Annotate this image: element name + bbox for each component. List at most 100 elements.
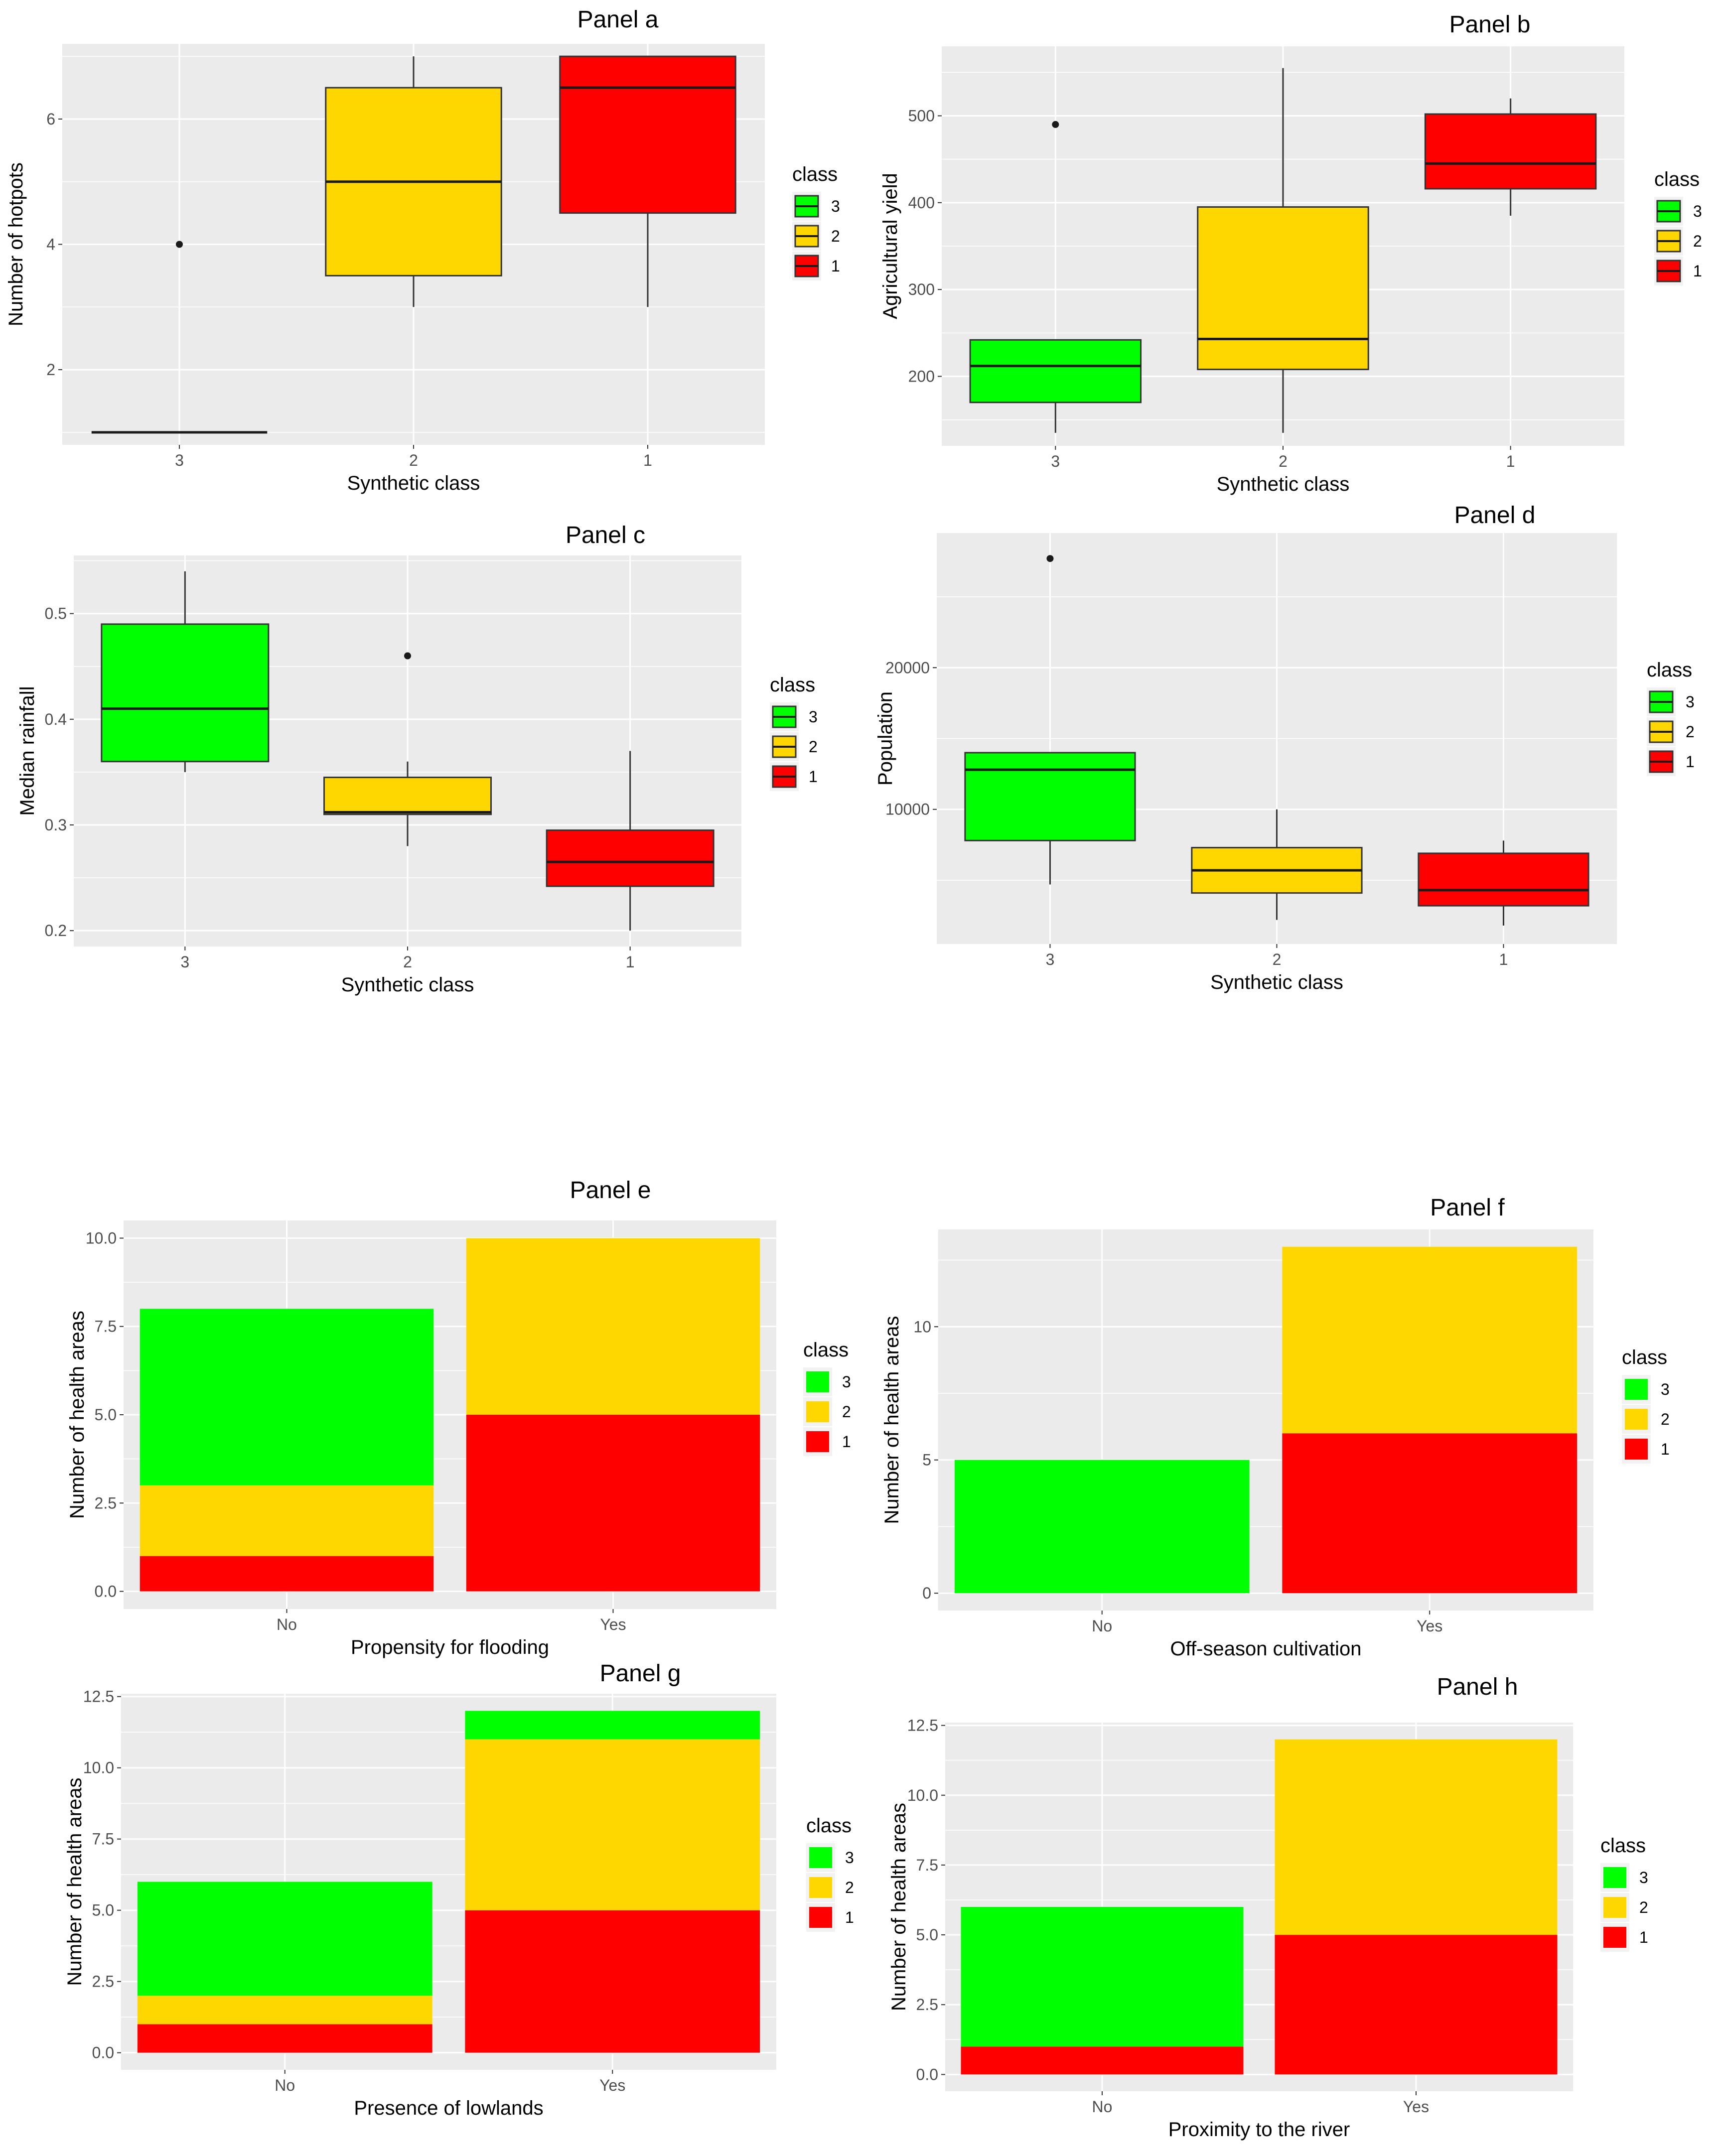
bar-no-class-2 — [137, 1996, 432, 2024]
x-axis-title: Presence of lowlands — [354, 2097, 543, 2119]
bar-no-class-3 — [954, 1460, 1250, 1594]
x-tick-label: 2 — [403, 953, 412, 971]
box-body — [964, 752, 1136, 841]
legend-label-class-1: 1 — [842, 1433, 851, 1451]
y-tick-label: 7.5 — [92, 1830, 114, 1848]
panel-title: Panel e — [570, 1177, 651, 1204]
bar-yes-class-2 — [1275, 1739, 1558, 1935]
x-axis-title: Proximity to the river — [1168, 2119, 1350, 2141]
y-tick-label: 400 — [908, 194, 935, 212]
y-tick-label: 5.0 — [95, 1406, 117, 1424]
legend-label-class-1: 1 — [1639, 1928, 1648, 1946]
panel-title: Panel g — [600, 1660, 681, 1687]
legend-a: class 3 2 1 — [792, 163, 840, 280]
legend-title: class — [1647, 659, 1692, 681]
y-tick-label: 0.0 — [92, 2044, 114, 2062]
y-tick-label: 7.5 — [95, 1318, 117, 1336]
box-class-3 — [964, 555, 1136, 885]
box-outlier — [1046, 555, 1054, 562]
panel-e: 0.0 2.5 5.0 7.5 10.0 No Yes Propensity for floo… — [66, 1177, 851, 1658]
x-tick-label: 2 — [1279, 452, 1288, 470]
box-body — [101, 623, 270, 763]
panel-h: 0.0 2.5 5.0 7.5 10.0 12.5 No Yes Proximity to th… — [888, 1674, 1648, 2141]
y-axis-title: Number of health areas — [881, 1316, 903, 1524]
legend-swatch-class-1 — [809, 1907, 832, 1928]
bar-yes-class-1 — [1282, 1433, 1577, 1594]
bar-no-class-3 — [137, 1882, 432, 1996]
legend-label-class-3: 3 — [831, 197, 840, 215]
y-tick-label: 2.5 — [916, 1996, 938, 2014]
legend-e: class 3 2 1 — [803, 1339, 851, 1456]
x-axis-title: Off-season cultivation — [1170, 1638, 1362, 1660]
x-tick-label: 1 — [626, 953, 635, 971]
legend-title: class — [1622, 1347, 1667, 1368]
bar-no-class-3 — [961, 1907, 1244, 2047]
y-axis-title: Median rainfall — [16, 686, 38, 815]
legend-swatch-class-1 — [1625, 1439, 1648, 1460]
y-tick-label: 2.5 — [95, 1494, 117, 1512]
legend-title: class — [1600, 1835, 1646, 1857]
panel-a: 2 4 6 3 2 1 Synthetic class Number of hotpots Pa… — [5, 6, 840, 494]
bar-yes-class-3 — [465, 1711, 760, 1740]
panel-title: Panel c — [566, 522, 645, 548]
y-tick-label: 0.3 — [45, 816, 67, 834]
legend-label-class-3: 3 — [1693, 202, 1702, 220]
y-tick-label: 2 — [46, 361, 55, 379]
y-tick-label: 10.0 — [86, 1229, 117, 1247]
box-class-1 — [546, 751, 715, 931]
bar-no-class-1 — [137, 2024, 432, 2053]
legend-title: class — [792, 163, 838, 185]
legend-swatch-class-3 — [1603, 1867, 1626, 1888]
legend-swatch-class-1 — [806, 1431, 829, 1452]
legend-title: class — [770, 674, 815, 696]
legend-swatch-class-1 — [1603, 1927, 1626, 1948]
y-tick-label: 2.5 — [92, 1973, 114, 1991]
legend-swatch-class-3 — [806, 1371, 829, 1392]
legend-title: class — [803, 1339, 849, 1361]
y-tick-label: 12.5 — [907, 1717, 938, 1735]
bar-yes-class-1 — [465, 1910, 760, 2053]
legend-label-class-3: 3 — [809, 708, 818, 726]
y-tick-label: 10 — [913, 1318, 931, 1336]
panel-f: 0 5 10 No Yes Off-season cultivation Number of… — [881, 1195, 1670, 1660]
legend-label-class-3: 3 — [842, 1373, 851, 1391]
x-axis-title: Synthetic class — [341, 974, 474, 996]
y-axis-title: Number of health areas — [888, 1803, 910, 2011]
box-outlier — [1052, 121, 1059, 128]
y-axis-title: Population — [874, 691, 896, 786]
y-axis-title: Number of health areas — [64, 1777, 86, 1986]
x-axis-title: Synthetic class — [1217, 473, 1350, 495]
y-axis-title: Agricultural yield — [879, 173, 901, 319]
x-tick-label: No — [275, 2076, 295, 2094]
y-tick-label: 500 — [908, 107, 935, 125]
box-body — [1424, 113, 1597, 190]
bar-yes-class-1 — [466, 1415, 760, 1592]
box-outlier — [404, 652, 411, 660]
x-tick-label: 3 — [1046, 950, 1055, 968]
y-tick-label: 10.0 — [83, 1759, 114, 1777]
x-tick-label: 1 — [1499, 950, 1508, 968]
legend-title: class — [806, 1815, 852, 1837]
legend-f: class 3 2 1 — [1622, 1347, 1670, 1464]
box-body — [546, 829, 715, 887]
legend-label-class-2: 2 — [1661, 1410, 1670, 1428]
legend-label-class-2: 2 — [1639, 1898, 1648, 1916]
y-tick-label: 300 — [908, 280, 935, 298]
y-tick-label: 0 — [922, 1584, 931, 1602]
x-tick-label: 3 — [180, 953, 189, 971]
legend-swatch-class-2 — [809, 1877, 832, 1898]
box-body — [1197, 206, 1369, 371]
legend-label-class-1: 1 — [1661, 1440, 1670, 1458]
legend-c: class 3 2 1 — [770, 674, 818, 791]
box-class-1 — [1418, 840, 1589, 926]
box-class-3 — [969, 121, 1142, 433]
x-tick-label: Yes — [599, 2076, 625, 2094]
legend-label-class-2: 2 — [809, 738, 818, 756]
x-tick-label: Yes — [600, 1616, 626, 1633]
x-tick-label: 2 — [409, 451, 418, 469]
legend-swatch-class-3 — [1625, 1379, 1648, 1400]
x-tick-label: No — [1092, 1617, 1112, 1635]
legend-d: class 3 2 1 — [1647, 659, 1695, 776]
bar-no-class-3 — [140, 1309, 434, 1485]
